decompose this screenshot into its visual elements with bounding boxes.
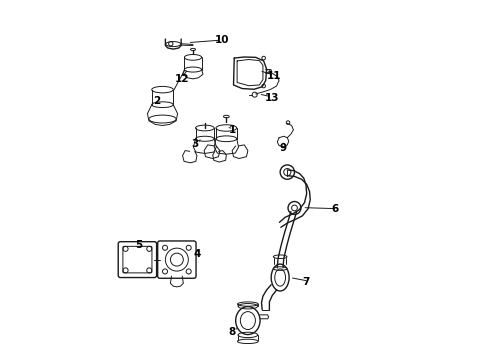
Text: 9: 9: [279, 143, 286, 153]
Text: 5: 5: [136, 240, 143, 250]
Text: 3: 3: [191, 139, 198, 149]
Text: 4: 4: [193, 248, 200, 258]
Text: 6: 6: [331, 204, 338, 215]
Text: 1: 1: [229, 125, 236, 135]
Text: 12: 12: [175, 74, 190, 84]
Text: 7: 7: [302, 277, 310, 287]
Text: 13: 13: [265, 93, 279, 103]
Text: 8: 8: [229, 327, 236, 337]
Text: 11: 11: [267, 71, 281, 81]
Text: 2: 2: [153, 96, 161, 106]
Text: 10: 10: [215, 35, 229, 45]
